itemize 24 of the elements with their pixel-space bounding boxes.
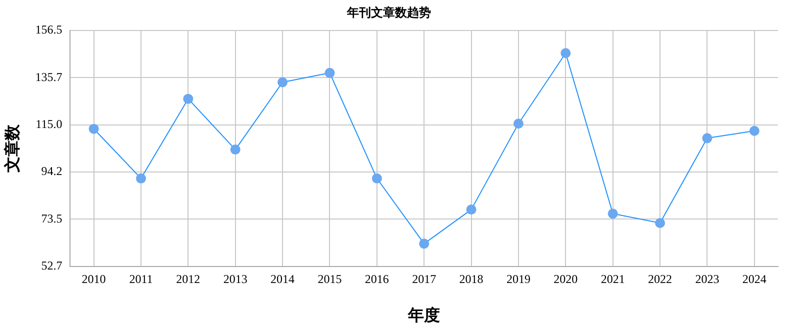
y-tick-label: 115.0 [36,116,62,131]
chart-title: 年刊文章数趋势 [346,5,431,20]
x-tick-label: 2015 [318,272,342,286]
x-tick-label: 2010 [82,272,106,286]
y-axis-title: 文章数 [4,123,22,174]
y-tick-label: 73.5 [41,211,62,226]
y-tick-label: 156.5 [35,22,62,37]
x-tick-label: 2016 [364,272,389,286]
y-tick-label: 52.7 [41,258,62,273]
y-tick-label: 94.2 [41,164,62,178]
x-tick-label: 2020 [554,272,578,286]
x-tick-label: 2018 [459,272,484,286]
x-tick-label: 2013 [223,272,248,286]
y-tick-label: 135.7 [35,70,62,84]
x-tick-label: 2024 [742,272,766,286]
x-tick-label: 2022 [648,272,672,286]
x-tick-label: 2019 [506,272,530,286]
x-tick-label: 2021 [600,272,625,286]
x-tick-label: 2011 [129,272,153,286]
x-tick-label: 2012 [176,272,200,286]
x-tick-label: 2017 [412,272,436,286]
x-tick-label: 2014 [270,272,295,286]
x-axis-title: 年度 [407,306,440,325]
x-tick-label: 2023 [695,272,720,286]
